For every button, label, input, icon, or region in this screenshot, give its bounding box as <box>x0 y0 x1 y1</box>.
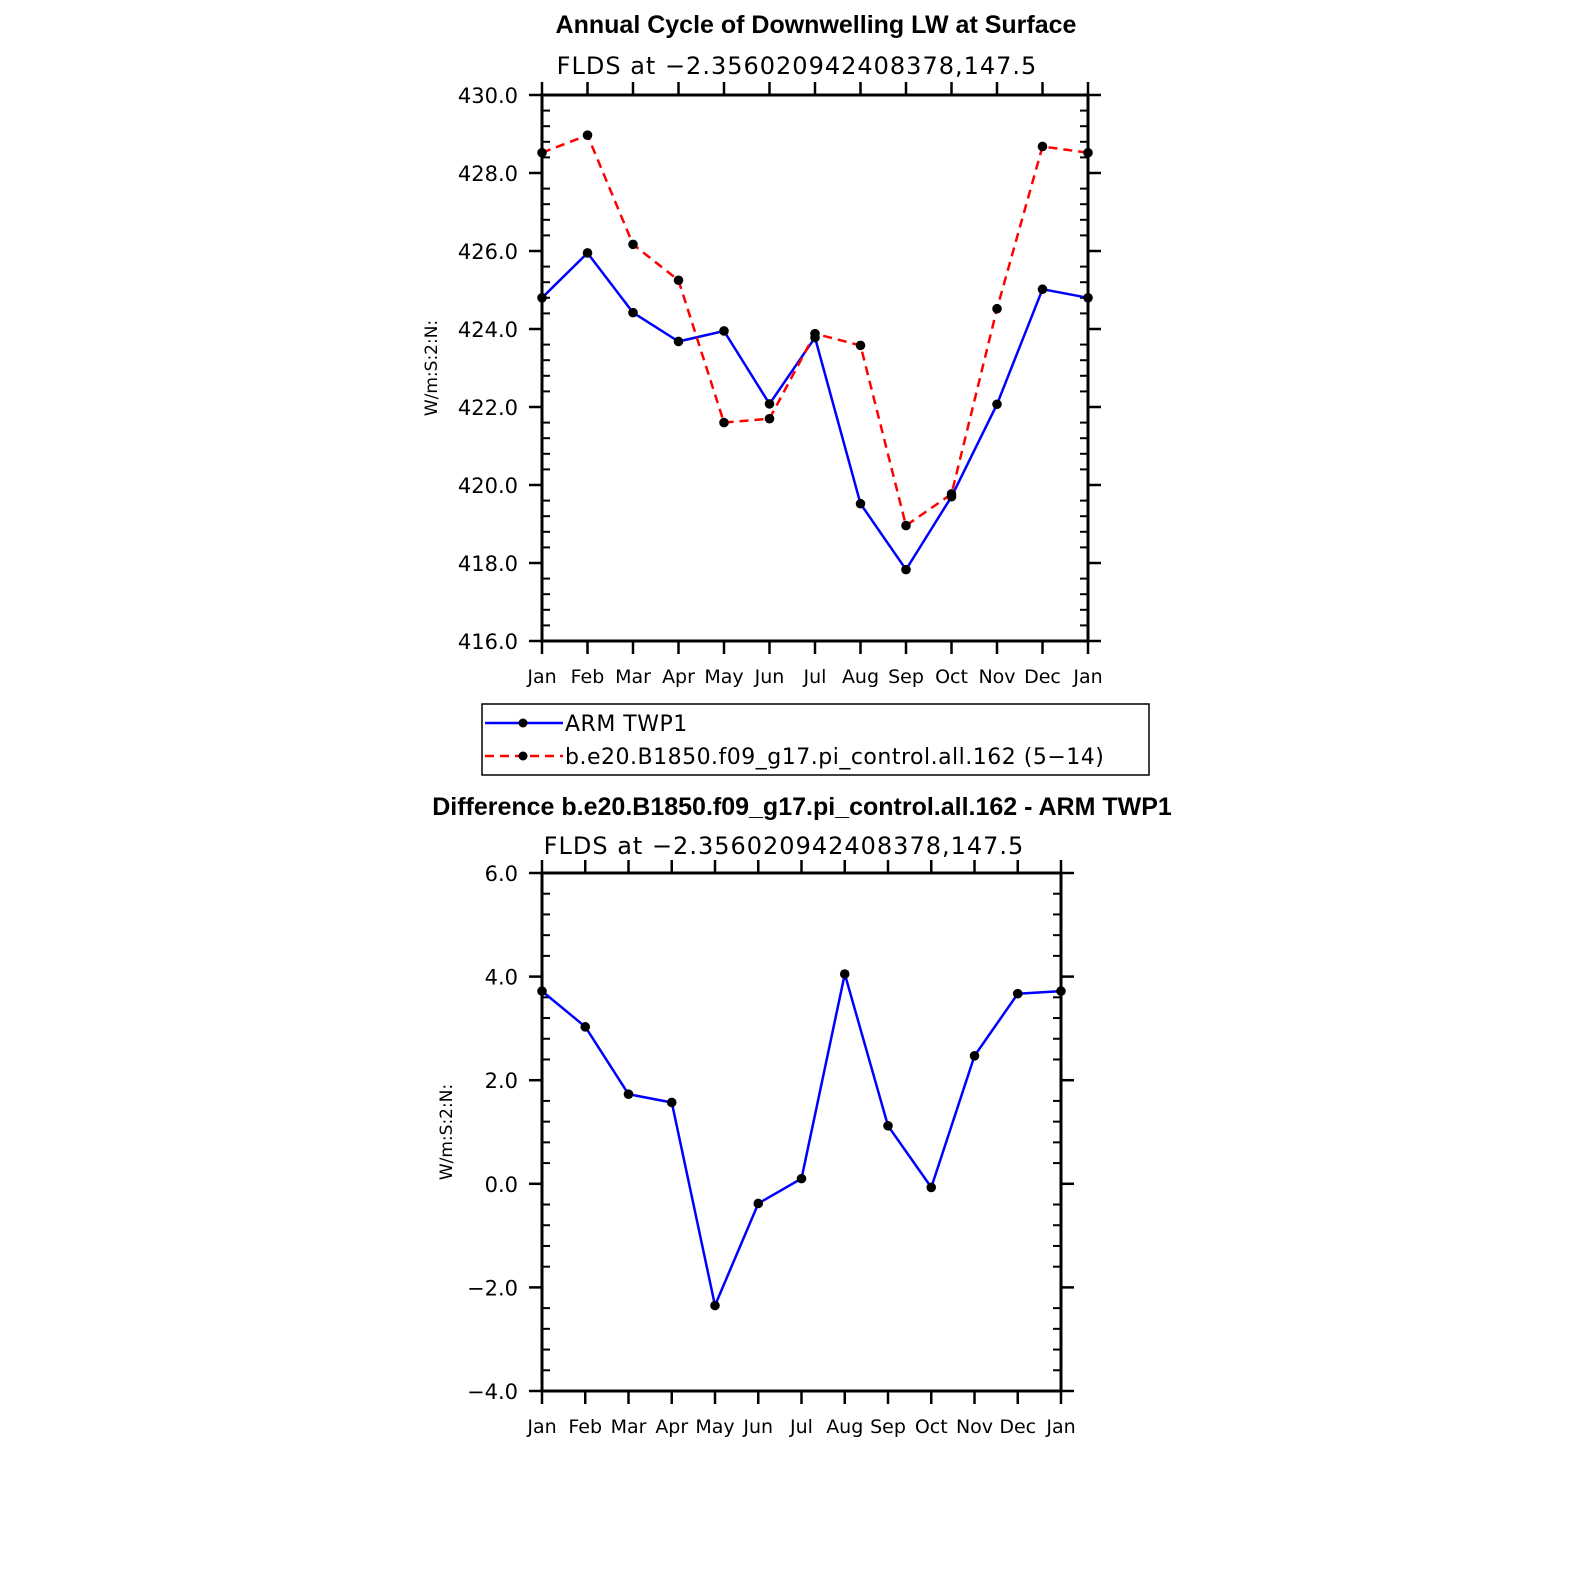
panel1-x-tick-label: Aug <box>842 666 879 688</box>
panel2-x-tick-labels: Jan Feb Mar Apr May Jun Jul Aug Sep Oct Nov Dec Jan <box>526 1416 1075 1438</box>
panel2-series-line-1 <box>541 972 1062 1307</box>
panel2-x-tick-label: Dec <box>999 1416 1036 1438</box>
panel1-title: Annual Cycle of Downwelling LW at Surfac… <box>556 11 1077 39</box>
panel1-series-2-point <box>628 239 638 250</box>
panel2-y-tick-label: −2.0 <box>467 1276 518 1300</box>
legend-marker-model <box>518 751 528 761</box>
panel1-x-tick-label: Apr <box>662 666 695 688</box>
panel1-series-2-point <box>582 130 593 140</box>
panel1-series-2-point <box>764 413 775 424</box>
panel1-series-2-point <box>992 303 1002 314</box>
panel1-y-tick-label: 420.0 <box>458 474 518 498</box>
panel2-x-tick-label: Oct <box>915 1416 948 1438</box>
panel1-plot-frame <box>540 93 1090 643</box>
panel1-ticks <box>529 82 1101 654</box>
panel2-x-tick-label: Feb <box>568 1416 602 1438</box>
panel1-subtitle: FLDS at −2.356020942408378,147.5 <box>557 52 1038 80</box>
panel1-y-tick-label: 418.0 <box>458 552 518 576</box>
panel1-series-line-1 <box>541 251 1089 571</box>
panel2-y-axis-label: W/m:S:2:N: <box>437 1084 457 1180</box>
panel1-series <box>537 130 1093 575</box>
panel1-series-1-point <box>855 498 866 509</box>
legend-marker-arm <box>518 718 528 728</box>
panel2-y-tick-labels: −4.0 −2.0 0.0 2.0 4.0 6.0 <box>467 862 518 1404</box>
panel2-series <box>537 969 1066 1311</box>
panel1-x-tick-label: Sep <box>888 666 924 688</box>
panel1-series-2-point <box>855 340 866 351</box>
panel2-x-tick-label: Sep <box>870 1416 906 1438</box>
panel2-series-1-point <box>883 1120 893 1131</box>
panel1-series-1-point <box>628 307 638 318</box>
panel2-series-1-point <box>580 1022 591 1032</box>
panel1-y-tick-labels: 416.0 418.0 420.0 422.0 424.0 426.0 428.0 430.0 <box>458 84 518 654</box>
panel2-x-tick-label: Nov <box>956 1416 993 1438</box>
panel2-x-tick-label: Apr <box>655 1416 688 1438</box>
panel1-series-1-point <box>764 399 775 409</box>
panel1-series-2-point <box>1037 141 1048 152</box>
panel2-y-tick-label: 6.0 <box>485 862 518 886</box>
panel1-y-tick-label: 422.0 <box>458 396 518 420</box>
panel2-y-tick-label: 2.0 <box>485 1069 518 1093</box>
panel2-x-tick-label: Jun <box>742 1416 773 1438</box>
legend: ARM TWP1 b.e20.B1850.f09_g17.pi_control.… <box>481 703 1150 776</box>
panel1-series-2-point <box>946 489 957 499</box>
legend-label-arm: ARM TWP1 <box>565 712 688 737</box>
panel2-series-1-point <box>666 1097 677 1108</box>
panel1-x-tick-label: Jun <box>754 666 785 688</box>
panel1-series-1-point <box>901 564 911 575</box>
panel1-series-1-point <box>992 399 1002 410</box>
panel1-x-tick-label: Jul <box>803 666 827 688</box>
panel2-x-tick-label: May <box>695 1416 734 1438</box>
panel1-x-tick-label: Feb <box>571 666 605 688</box>
panel2-x-tick-label: Mar <box>611 1416 647 1438</box>
panel1-series-1-point <box>719 326 729 336</box>
panel1-series-2-point <box>719 417 729 428</box>
panel2-x-tick-label: Aug <box>826 1416 863 1438</box>
panel2-y-tick-label: 0.0 <box>485 1173 518 1197</box>
panel2-x-tick-label: Jan <box>1045 1416 1075 1438</box>
panel1-series-2-point <box>673 275 684 286</box>
panel1-y-tick-label: 426.0 <box>458 240 518 264</box>
legend-label-model: b.e20.B1850.f09_g17.pi_control.all.162 (… <box>565 745 1104 770</box>
panel1-x-tick-labels: Jan Feb Mar Apr May Jun Jul Aug Sep Oct Nov Dec Jan <box>526 666 1102 688</box>
annual-cycle-panel: Annual Cycle of Downwelling LW at Surfac… <box>422 11 1103 688</box>
panel2-series-1-point <box>753 1198 764 1209</box>
panel1-y-tick-label: 430.0 <box>458 84 518 108</box>
panel2-series-1-point <box>1012 988 1023 999</box>
panel1-x-tick-label: Nov <box>978 666 1015 688</box>
panel2-title: Difference b.e20.B1850.f09_g17.pi_contro… <box>432 793 1172 821</box>
panel2-y-tick-label: 4.0 <box>485 966 518 990</box>
panel2-series-1-point <box>623 1089 634 1099</box>
panel1-series-2-point <box>901 520 911 531</box>
panel2-series-1-point <box>710 1300 720 1311</box>
panel1-x-tick-label: Jan <box>526 666 556 688</box>
panel1-x-tick-label: Oct <box>935 666 968 688</box>
panel2-plot-frame <box>540 871 1063 1393</box>
panel2-y-tick-label: −4.0 <box>467 1380 518 1404</box>
panel2-series-1-point <box>839 969 850 979</box>
panel1-series-1-point <box>673 336 684 347</box>
panel1-y-axis-label: W/m:S:2:N: <box>422 320 442 416</box>
difference-panel: Difference b.e20.B1850.f09_g17.pi_contro… <box>432 793 1172 1438</box>
panel1-x-tick-label: Mar <box>615 666 651 688</box>
panel1-x-tick-label: May <box>704 666 743 688</box>
panel1-x-tick-label: Dec <box>1024 666 1061 688</box>
panel1-series-1-point <box>1037 284 1048 295</box>
panel2-x-tick-label: Jan <box>526 1416 556 1438</box>
panel2-series-1-point <box>969 1051 980 1061</box>
panel1-series-2-point <box>810 328 820 339</box>
panel2-series-1-point <box>926 1182 937 1193</box>
panel1-y-tick-label: 416.0 <box>458 630 518 654</box>
panel2-x-tick-label: Jul <box>789 1416 813 1438</box>
panel1-series-1-point <box>582 248 593 258</box>
panel1-y-tick-label: 424.0 <box>458 318 518 342</box>
legend-box <box>481 703 1150 776</box>
panel1-y-tick-label: 428.0 <box>458 162 518 186</box>
panel1-x-tick-label: Jan <box>1072 666 1102 688</box>
panel2-series-1-point <box>796 1173 807 1184</box>
panel2-ticks <box>529 860 1074 1404</box>
panel2-subtitle: FLDS at −2.356020942408378,147.5 <box>544 832 1025 860</box>
